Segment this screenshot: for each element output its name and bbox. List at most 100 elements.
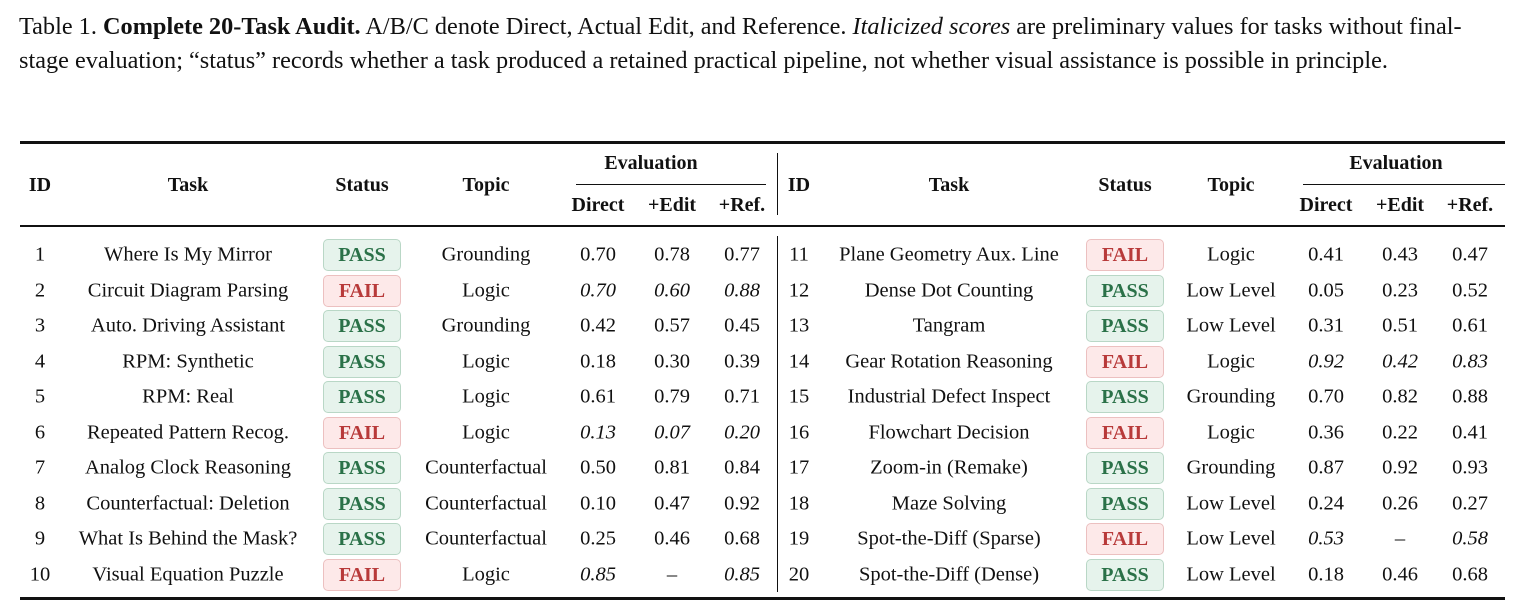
row-task: Industrial Defect Inspect xyxy=(847,385,1051,408)
score-edit: 0.92 xyxy=(1382,456,1418,479)
caption-title: Complete 20-Task Audit. xyxy=(103,13,361,40)
header-column-separator xyxy=(777,153,779,215)
score-ref: 0.88 xyxy=(1452,385,1488,408)
score-direct: 0.87 xyxy=(1308,456,1344,479)
row-topic: Counterfactual xyxy=(425,527,547,550)
score-ref: 0.85 xyxy=(724,563,760,585)
status-badge: FAIL xyxy=(323,416,401,449)
status-badge: FAIL xyxy=(323,274,401,307)
score-edit: 0.60 xyxy=(654,279,690,301)
status-badge: PASS xyxy=(323,523,401,555)
score-ref: 0.71 xyxy=(724,385,760,408)
score-edit: 0.47 xyxy=(654,492,690,514)
row-task: RPM: Synthetic xyxy=(122,350,254,372)
body-column-separator xyxy=(777,236,779,592)
score-edit: 0.57 xyxy=(654,314,690,337)
table-caption: Table 1. Complete 20-Task Audit. A/B/C d… xyxy=(19,10,1507,77)
score-direct: 0.70 xyxy=(580,243,616,266)
row-task: Plane Geometry Aux. Line xyxy=(839,243,1059,266)
score-ref: 0.39 xyxy=(724,350,760,372)
status-badge: PASS xyxy=(1086,381,1164,413)
row-topic: Logic xyxy=(462,350,510,372)
status-badge: FAIL xyxy=(1086,345,1164,378)
status-badge: FAIL xyxy=(1086,239,1164,271)
score-edit: 0.51 xyxy=(1382,314,1418,337)
score-edit: 0.42 xyxy=(1382,350,1418,372)
header-task-left: Task xyxy=(167,174,209,196)
score-direct: 0.18 xyxy=(1308,563,1344,585)
score-edit: – xyxy=(666,563,678,585)
row-id: 1 xyxy=(34,243,46,266)
score-ref: 0.20 xyxy=(724,421,760,443)
row-topic: Grounding xyxy=(441,243,531,266)
row-topic: Logic xyxy=(1207,243,1255,266)
row-task: Counterfactual: Deletion xyxy=(86,492,290,514)
score-edit: 0.46 xyxy=(1382,563,1418,585)
header-direct-right: Direct xyxy=(1299,194,1353,216)
caption-text-2: are preliminary values for tasks without… xyxy=(19,13,1462,74)
status-badge: PASS xyxy=(1086,452,1164,484)
row-topic: Logic xyxy=(462,563,510,585)
score-edit: 0.46 xyxy=(654,527,690,550)
row-topic: Low Level xyxy=(1186,279,1276,301)
row-task: Circuit Diagram Parsing xyxy=(87,279,289,301)
row-id: 9 xyxy=(34,527,46,550)
row-topic: Low Level xyxy=(1186,527,1276,550)
row-topic: Grounding xyxy=(441,314,531,337)
header-evaluation-right: Evaluation xyxy=(1349,152,1443,174)
row-task: Auto. Driving Assistant xyxy=(90,314,286,337)
header-task-right: Task xyxy=(928,174,970,196)
score-edit: 0.22 xyxy=(1382,421,1418,443)
score-direct: 0.24 xyxy=(1308,492,1344,514)
score-edit: 0.43 xyxy=(1382,243,1418,266)
row-topic: Low Level xyxy=(1186,492,1276,514)
status-badge: PASS xyxy=(1086,487,1164,520)
score-direct: 0.92 xyxy=(1308,350,1344,372)
row-id: 7 xyxy=(34,456,46,479)
row-id: 10 xyxy=(29,563,51,585)
score-direct: 0.25 xyxy=(580,527,616,550)
score-direct: 0.85 xyxy=(580,563,616,585)
caption-italic-phrase: Italicized scores xyxy=(852,13,1011,40)
header-edit-left: +Edit xyxy=(647,194,697,216)
row-task: Spot-the-Diff (Sparse) xyxy=(857,527,1041,550)
score-ref: 0.41 xyxy=(1452,421,1488,443)
row-id: 15 xyxy=(788,385,810,408)
score-ref: 0.83 xyxy=(1452,350,1488,372)
header-topic-left: Topic xyxy=(462,174,510,196)
row-topic: Low Level xyxy=(1186,314,1276,337)
score-direct: 0.13 xyxy=(580,421,616,443)
row-id: 11 xyxy=(789,243,809,266)
row-task: Tangram xyxy=(912,314,986,337)
row-id: 12 xyxy=(788,279,810,301)
row-id: 19 xyxy=(788,527,810,550)
row-topic: Low Level xyxy=(1186,563,1276,585)
status-badge: FAIL xyxy=(1086,523,1164,555)
score-direct: 0.61 xyxy=(580,385,616,408)
score-ref: 0.47 xyxy=(1452,243,1488,266)
status-badge: PASS xyxy=(1086,310,1164,342)
score-edit: 0.78 xyxy=(654,243,690,266)
status-badge: PASS xyxy=(323,381,401,413)
row-topic: Logic xyxy=(1207,350,1255,372)
row-task: Zoom-in (Remake) xyxy=(870,456,1028,479)
row-task: Dense Dot Counting xyxy=(864,279,1034,301)
status-badge: PASS xyxy=(323,487,401,520)
header-ref-right: +Ref. xyxy=(1446,194,1494,216)
row-topic: Logic xyxy=(462,385,510,408)
score-ref: 0.93 xyxy=(1452,456,1488,479)
row-id: 17 xyxy=(788,456,810,479)
score-edit: 0.82 xyxy=(1382,385,1418,408)
status-badge: FAIL xyxy=(323,558,401,591)
score-ref: 0.88 xyxy=(724,279,760,301)
score-ref: 0.68 xyxy=(724,527,760,550)
header-id-right: ID xyxy=(787,174,811,196)
evaluation-underline-left xyxy=(576,184,766,186)
row-id: 3 xyxy=(34,314,46,337)
score-ref: 0.52 xyxy=(1452,279,1488,301)
status-badge: PASS xyxy=(1086,274,1164,307)
score-ref: 0.84 xyxy=(724,456,760,479)
row-topic: Grounding xyxy=(1186,456,1276,479)
row-topic: Logic xyxy=(462,421,510,443)
score-direct: 0.31 xyxy=(1308,314,1344,337)
